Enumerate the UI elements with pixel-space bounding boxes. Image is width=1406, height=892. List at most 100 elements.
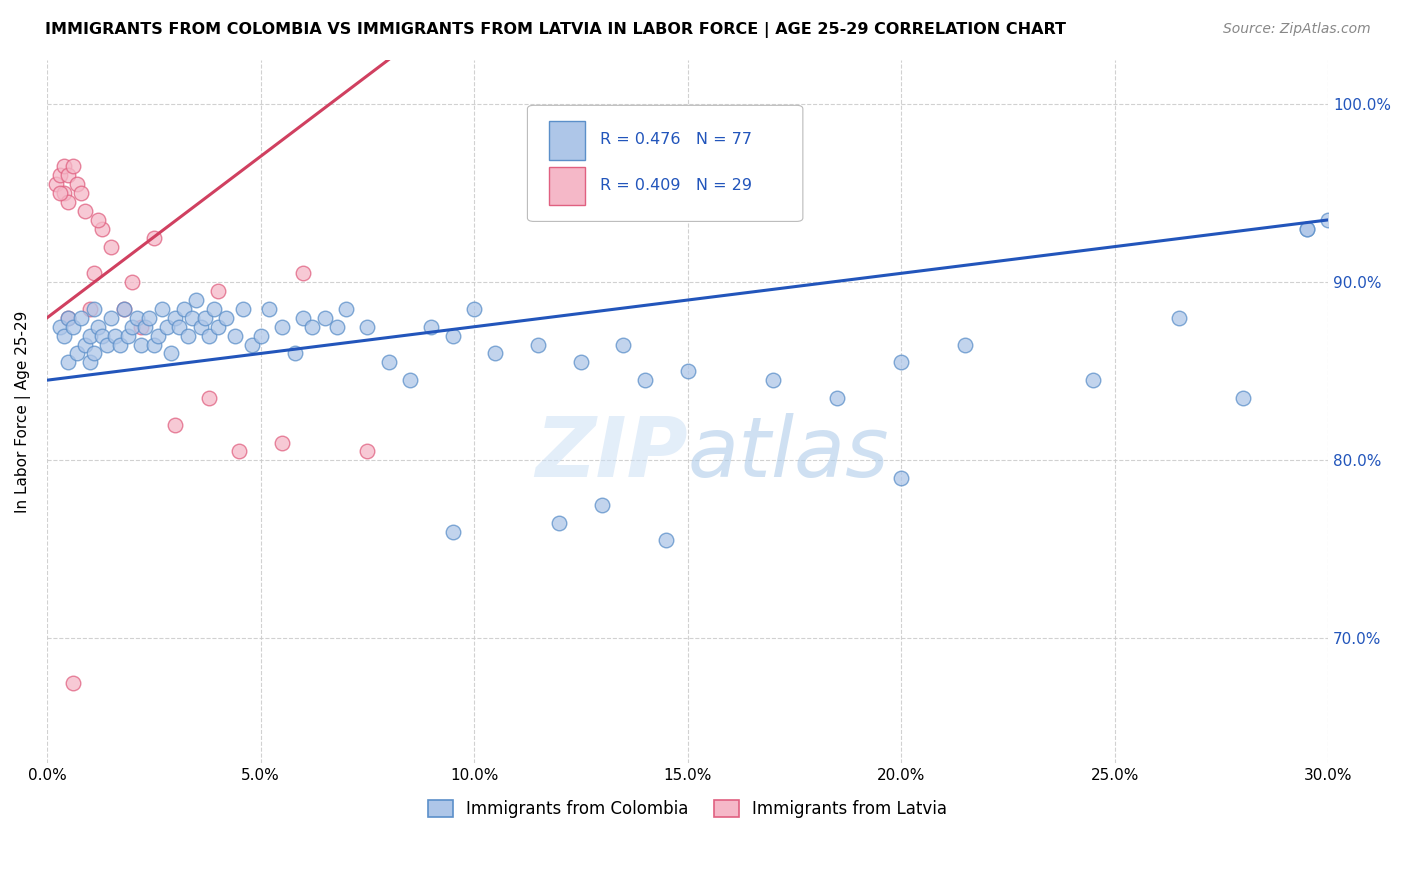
- Point: [125, 310, 148, 325]
- Point: [83, 346, 105, 360]
- Point: [146, 328, 169, 343]
- Point: [49, 186, 72, 201]
- Point: [301, 319, 323, 334]
- Point: [70, 186, 93, 201]
- Y-axis label: In Labor Force | Age 25-29: In Labor Force | Age 25-29: [15, 310, 31, 513]
- Point: [377, 355, 399, 369]
- Point: [79, 301, 101, 316]
- Point: [1295, 222, 1317, 236]
- Point: [181, 310, 204, 325]
- Point: [112, 301, 135, 316]
- Point: [142, 230, 165, 244]
- Text: Source: ZipAtlas.com: Source: ZipAtlas.com: [1223, 22, 1371, 37]
- Point: [186, 293, 208, 307]
- Point: [91, 328, 114, 343]
- Point: [232, 301, 254, 316]
- Point: [399, 373, 422, 387]
- Point: [202, 301, 225, 316]
- Point: [240, 337, 263, 351]
- Point: [825, 391, 848, 405]
- Point: [215, 310, 238, 325]
- Point: [198, 391, 221, 405]
- Point: [484, 346, 506, 360]
- Point: [169, 319, 191, 334]
- Text: IMMIGRANTS FROM COLOMBIA VS IMMIGRANTS FROM LATVIA IN LABOR FORCE | AGE 25-29 CO: IMMIGRANTS FROM COLOMBIA VS IMMIGRANTS F…: [45, 22, 1066, 38]
- Legend: Immigrants from Colombia, Immigrants from Latvia: Immigrants from Colombia, Immigrants fro…: [422, 794, 953, 825]
- Point: [634, 373, 657, 387]
- Point: [129, 337, 152, 351]
- Point: [228, 444, 250, 458]
- Point: [165, 417, 187, 432]
- Point: [108, 337, 131, 351]
- Point: [953, 337, 976, 351]
- Point: [142, 337, 165, 351]
- Point: [762, 373, 785, 387]
- Point: [75, 337, 97, 351]
- Point: [1167, 310, 1189, 325]
- Point: [292, 266, 315, 280]
- Point: [441, 328, 464, 343]
- Point: [58, 310, 80, 325]
- Point: [121, 275, 143, 289]
- Point: [527, 337, 550, 351]
- Point: [257, 301, 280, 316]
- Point: [270, 435, 292, 450]
- Point: [314, 310, 336, 325]
- Point: [1295, 222, 1317, 236]
- Text: atlas: atlas: [688, 413, 889, 494]
- Point: [335, 301, 357, 316]
- Point: [284, 346, 307, 360]
- Point: [159, 346, 181, 360]
- Point: [1083, 373, 1105, 387]
- Text: ZIP: ZIP: [534, 413, 688, 494]
- Point: [194, 310, 217, 325]
- Point: [100, 310, 122, 325]
- Point: [66, 346, 89, 360]
- Bar: [550, 120, 585, 160]
- Point: [58, 310, 80, 325]
- Point: [83, 301, 105, 316]
- Point: [58, 169, 80, 183]
- Point: [100, 239, 122, 253]
- Point: [591, 498, 613, 512]
- Point: [207, 284, 229, 298]
- Point: [58, 195, 80, 210]
- Point: [83, 266, 105, 280]
- Point: [190, 319, 212, 334]
- Point: [1317, 213, 1340, 227]
- Point: [612, 337, 634, 351]
- Point: [198, 328, 221, 343]
- Point: [1232, 391, 1254, 405]
- Point: [177, 328, 200, 343]
- Point: [49, 319, 72, 334]
- Bar: [550, 167, 585, 205]
- Text: R = 0.409   N = 29: R = 0.409 N = 29: [600, 178, 752, 193]
- Point: [270, 319, 292, 334]
- Point: [44, 178, 66, 192]
- Point: [463, 301, 485, 316]
- Point: [62, 676, 84, 690]
- Point: [548, 516, 571, 530]
- Point: [134, 319, 156, 334]
- Point: [129, 319, 152, 334]
- Point: [224, 328, 246, 343]
- Point: [87, 319, 110, 334]
- Point: [569, 355, 592, 369]
- Point: [79, 328, 101, 343]
- Point: [890, 471, 912, 485]
- Point: [79, 355, 101, 369]
- Point: [53, 186, 76, 201]
- Point: [75, 204, 97, 219]
- Point: [49, 169, 72, 183]
- Point: [117, 328, 139, 343]
- Point: [53, 160, 76, 174]
- Point: [62, 319, 84, 334]
- Point: [104, 328, 127, 343]
- Point: [165, 310, 187, 325]
- Point: [676, 364, 699, 378]
- Point: [655, 533, 678, 548]
- Point: [53, 328, 76, 343]
- Point: [70, 310, 93, 325]
- Point: [91, 222, 114, 236]
- FancyBboxPatch shape: [527, 105, 803, 221]
